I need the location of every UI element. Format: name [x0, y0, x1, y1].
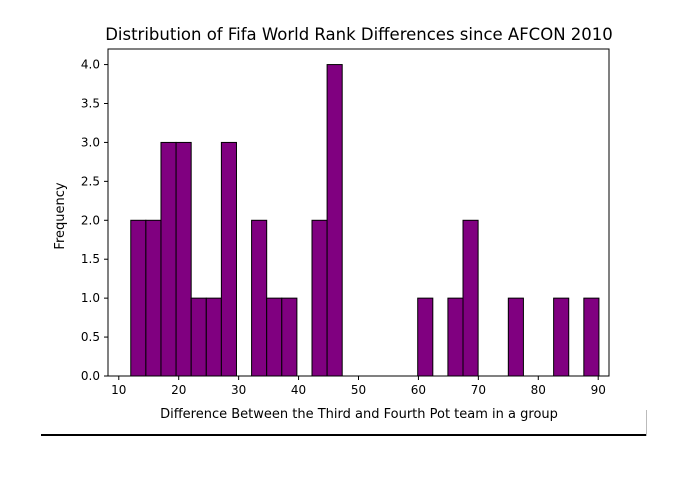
y-tick-label: 2.0 [81, 213, 100, 227]
x-axis-ticks: 10 20 30 40 50 60 70 80 90 [111, 376, 606, 397]
divider-edge [646, 410, 647, 436]
histogram-bar-13 [417, 297, 434, 377]
histogram-bar-10 [281, 297, 298, 377]
histogram-bar-17 [553, 297, 570, 377]
x-tick-label: 90 [591, 383, 606, 397]
x-tick-label: 70 [471, 383, 486, 397]
divider-line [41, 434, 647, 436]
histogram-bar-6 [205, 297, 222, 377]
histogram-bar-1 [130, 219, 147, 377]
y-axis-label: Frequency [53, 182, 68, 249]
histogram-bar-8 [251, 219, 268, 377]
y-tick-label: 3.0 [81, 135, 100, 149]
y-axis-ticks: 0.0 0.5 1.0 1.5 2.0 2.5 3.0 3.5 4.0 [81, 58, 108, 383]
x-tick-label: 50 [351, 383, 366, 397]
x-axis-label: Difference Between the Third and Fourth … [160, 407, 558, 422]
histogram-bar-9 [266, 297, 283, 377]
y-tick-label: 1.0 [81, 291, 100, 305]
histogram-bar-14 [447, 297, 464, 377]
histogram-bar-16 [507, 297, 524, 377]
histogram-bar-5 [190, 297, 207, 377]
histogram-bar-3 [160, 141, 177, 377]
x-tick-label: 30 [231, 383, 246, 397]
y-tick-label: 4.0 [81, 58, 100, 72]
y-tick-label: 0.5 [81, 330, 100, 344]
x-tick-label: 40 [291, 383, 306, 397]
x-tick-label: 10 [111, 383, 126, 397]
histogram-bar-2 [145, 219, 162, 377]
x-tick-label: 60 [411, 383, 426, 397]
bars-group [130, 64, 600, 377]
y-tick-label: 1.5 [81, 252, 100, 266]
histogram-bar-15 [462, 219, 479, 377]
histogram-bar-4 [175, 141, 192, 377]
y-tick-label: 3.5 [81, 97, 100, 111]
x-tick-label: 20 [171, 383, 186, 397]
histogram-bar-18 [583, 297, 600, 377]
histogram-bar-12 [326, 64, 343, 377]
chart-title: Distribution of Fifa World Rank Differen… [105, 25, 613, 44]
y-tick-label: 2.5 [81, 174, 100, 188]
histogram-bar-7 [220, 141, 237, 377]
y-tick-label: 0.0 [81, 369, 100, 383]
x-tick-label: 80 [531, 383, 546, 397]
histogram-bar-11 [311, 219, 328, 377]
